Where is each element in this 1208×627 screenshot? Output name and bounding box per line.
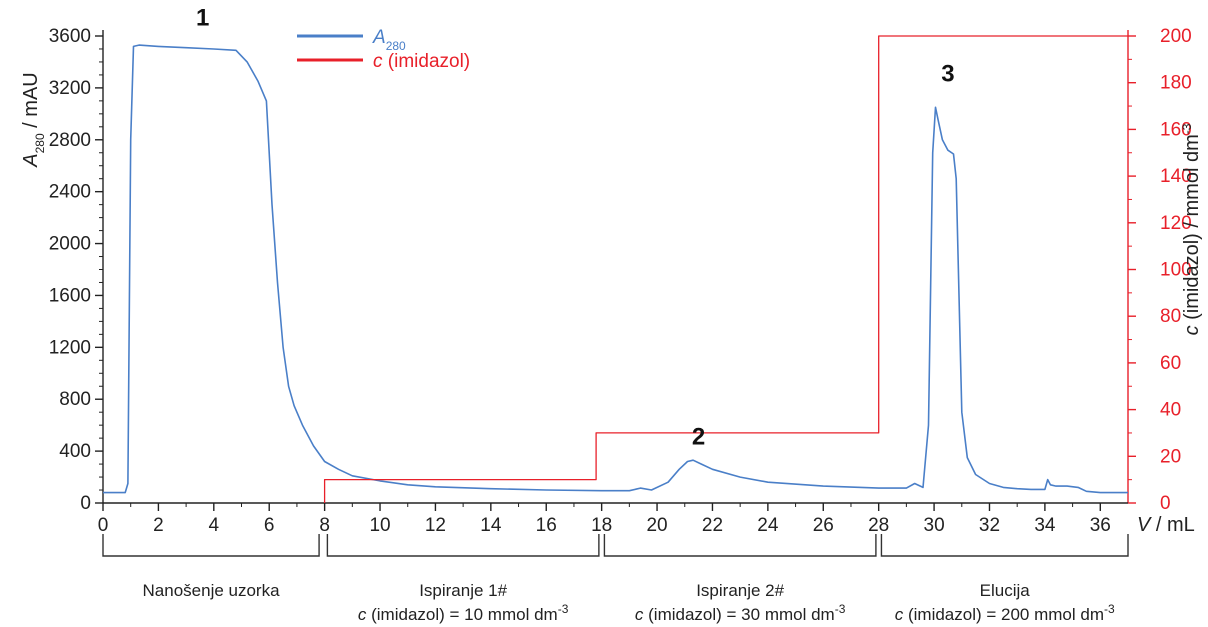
peak-label: 2	[692, 424, 705, 451]
x-tick-label: 26	[813, 515, 834, 536]
phase-label: Nanošenje uzorka	[143, 581, 281, 600]
y-right-tick-label: 80	[1160, 306, 1181, 327]
x-tick-label: 2	[153, 515, 164, 536]
y-axis-right-label: c (imidazol) / mmol dm-3	[1180, 123, 1203, 335]
y-axis-left-label: A280 / mAU	[20, 72, 47, 168]
y-right-tick-label: 60	[1160, 353, 1181, 374]
y-left-tick-label: 0	[80, 493, 91, 514]
x-tick-label: 22	[702, 515, 723, 536]
phase-label: Ispiranje 1#	[419, 581, 507, 600]
x-tick-label: 30	[924, 515, 945, 536]
y-left-tick-label: 2800	[49, 130, 91, 151]
y-left-tick-label: 800	[59, 389, 91, 410]
y-right-tick-label: 180	[1160, 73, 1192, 94]
phase-bracket	[326, 534, 600, 557]
phase-condition: c (imidazol) = 30 mmol dm-3	[635, 602, 846, 624]
phase-bracket	[880, 534, 1129, 557]
y-right-tick-label: 120	[1160, 213, 1192, 234]
y-right-tick-label: 200	[1160, 26, 1192, 47]
y-left-tick-label: 1200	[49, 337, 91, 358]
y-left-tick-label: 2000	[49, 234, 91, 255]
y-left-tick-label: 3200	[49, 78, 91, 99]
y-left-tick-label: 3600	[49, 26, 91, 47]
phase-condition: c (imidazol) = 10 mmol dm-3	[358, 602, 569, 624]
x-tick-label: 20	[646, 515, 667, 536]
x-tick-label: 36	[1090, 515, 1111, 536]
legend-label-a280: A280	[372, 27, 406, 53]
x-tick-label: 10	[369, 515, 390, 536]
x-tick-label: 34	[1034, 515, 1056, 536]
series-line-1	[323, 35, 1128, 503]
x-tick-label: 8	[319, 515, 330, 536]
y-left-tick-label: 400	[59, 441, 91, 462]
x-tick-label: 0	[98, 515, 109, 536]
y-right-tick-label: 40	[1160, 400, 1181, 421]
x-tick-label: 32	[979, 515, 1000, 536]
x-tick-label: 6	[264, 515, 275, 536]
x-tick-label: 16	[536, 515, 557, 536]
y-right-tick-label: 160	[1160, 119, 1192, 140]
phase-label: Elucija	[980, 581, 1031, 600]
x-tick-label: 12	[425, 515, 446, 536]
y-right-tick-label: 140	[1160, 166, 1192, 187]
y-left-tick-label: 1600	[49, 285, 91, 306]
phase-condition: c (imidazol) = 200 mmol dm-3	[895, 602, 1115, 624]
phase-label: Ispiranje 2#	[696, 581, 784, 600]
series-line-0	[103, 44, 1128, 494]
y-right-tick-label: 20	[1160, 446, 1181, 467]
peak-label: 3	[941, 60, 954, 87]
x-tick-label: 18	[591, 515, 612, 536]
x-tick-label: 24	[757, 515, 779, 536]
phase-bracket	[102, 534, 320, 557]
x-tick-label: 28	[868, 515, 889, 536]
peak-label: 1	[196, 5, 209, 32]
legend-label-imidazole: c (imidazol)	[373, 51, 470, 72]
x-axis-label: V / mL	[1137, 514, 1195, 536]
phase-bracket	[603, 534, 877, 557]
x-tick-label: 4	[209, 515, 220, 536]
y-right-tick-label: 0	[1160, 493, 1171, 514]
y-right-tick-label: 100	[1160, 260, 1192, 281]
x-tick-label: 14	[480, 515, 502, 536]
y-left-tick-label: 2400	[49, 182, 91, 203]
